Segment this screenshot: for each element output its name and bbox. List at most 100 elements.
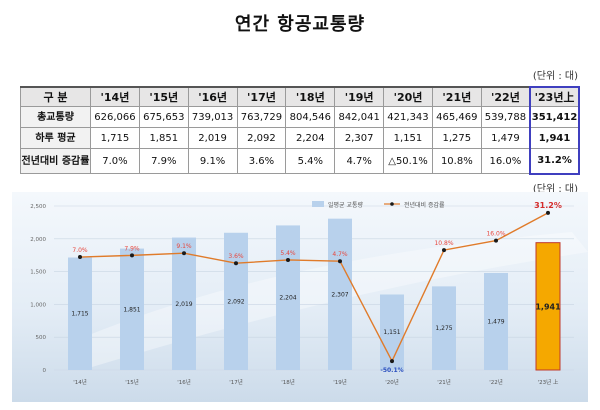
table-cell: 1,151: [383, 127, 433, 149]
table-unit-label: (단위 : 대): [532, 71, 578, 82]
table-cell: 7.0%: [90, 148, 140, 174]
legend-bar-label: 일평균 교통량: [328, 201, 364, 209]
growth-value-label: 3.6%: [228, 253, 244, 260]
table-cell: 31.2%: [529, 148, 580, 175]
growth-value-label: 16.0%: [486, 231, 505, 238]
table-cell: 1,275: [431, 127, 482, 149]
bar-value-label: 1,275: [435, 325, 452, 332]
table-cell: 7.9%: [138, 148, 189, 174]
table-cell: 739,013: [187, 106, 238, 128]
table-cell: 1,941: [529, 127, 580, 149]
bar: [276, 225, 300, 370]
bar-value-label: 2,307: [331, 291, 348, 298]
x-tick-label: '23년 上: [538, 378, 559, 386]
table-header-row: 구 분 '14년 '15년 '16년 '17년 '18년 '19년 '20년 '…: [20, 86, 580, 107]
table-cell: 1,479: [480, 127, 531, 149]
y-tick-label: 2,500: [30, 204, 46, 210]
table-cell: 4.7%: [334, 148, 385, 174]
growth-point: [234, 261, 238, 266]
x-tick-label: '21년: [437, 378, 451, 386]
chart-panel: 2,500 2,000 1,500 1,000 500 0 1,715 '14년 1,851 '…: [12, 192, 588, 402]
table-cell: 1,715: [90, 127, 140, 149]
bar-value-label: 1,941: [535, 302, 561, 311]
bar: [120, 248, 144, 370]
x-tick-label: '22년: [489, 378, 503, 386]
growth-value-label: 5.4%: [280, 250, 296, 257]
growth-value-label: 7.0%: [72, 247, 88, 254]
chart-unit-label: (단위 : 대): [532, 184, 578, 195]
growth-point: [182, 251, 186, 256]
table-header-cell: '21년: [431, 86, 482, 107]
y-tick-label: 500: [36, 335, 47, 341]
growth-point: [390, 359, 394, 364]
x-tick-label: '19년: [333, 378, 347, 386]
table-cell: △50.1%: [383, 148, 433, 174]
bar-value-label: 2,092: [227, 298, 244, 305]
bar: [328, 218, 352, 370]
table-cell: 539,788: [480, 106, 531, 128]
bar-value-label: 1,479: [487, 318, 504, 325]
x-tick-label: '16년: [177, 378, 191, 386]
bar-value-label: 1,715: [71, 311, 88, 318]
y-tick-label: 1,500: [30, 270, 46, 276]
x-tick-label: '17년: [229, 378, 243, 386]
table-row: 총교통량 626,066 675,653 739,013 763,729 804…: [20, 106, 580, 128]
bar: [484, 272, 508, 370]
growth-value-label: 10.8%: [434, 240, 453, 247]
table-row: 전년대비 증감률 7.0% 7.9% 9.1% 3.6% 5.4% 4.7% △…: [20, 148, 580, 175]
table-cell: 351,412: [529, 106, 580, 128]
bar-value-label: 2,204: [279, 295, 296, 302]
table-header-cell: '22년: [480, 86, 531, 107]
table-cell: 842,041: [334, 106, 385, 128]
bar: [380, 294, 404, 370]
growth-line: [79, 212, 549, 363]
growth-point: [130, 253, 134, 258]
bar: [172, 237, 196, 370]
growth-point: [338, 259, 342, 264]
table-cell: 421,343: [383, 106, 433, 128]
growth-value-label: 4.7%: [332, 251, 348, 258]
table-cell: 626,066: [90, 106, 140, 128]
table-row-label: 전년대비 증감률: [20, 148, 91, 174]
table-header-cell: '18년: [285, 86, 336, 107]
growth-point: [546, 210, 550, 215]
bar-value-label: 1,851: [123, 306, 140, 313]
table-cell: 2,019: [187, 127, 238, 149]
table-cell: 675,653: [138, 106, 189, 128]
y-tick-label: 2,000: [30, 237, 46, 243]
table-cell: 2,092: [236, 127, 287, 149]
table-row-label: 총교통량: [20, 106, 91, 128]
table-cell: 9.1%: [187, 148, 238, 174]
bar: [68, 257, 92, 370]
x-tick-label: '18년: [281, 378, 295, 386]
x-tick-label: '14년: [73, 378, 87, 386]
table-row: 하루 평균 1,715 1,851 2,019 2,092 2,204 2,30…: [20, 127, 580, 149]
table-cell: 2,204: [285, 127, 336, 149]
growth-point: [442, 248, 446, 253]
growth-value-label: 31.2%: [534, 201, 562, 210]
combo-chart: 2,500 2,000 1,500 1,000 500 0 1,715 '14년 1,851 '…: [12, 192, 588, 402]
growth-value-label: 7.9%: [124, 245, 140, 252]
y-tick-label: 0: [43, 368, 47, 374]
table-header-cell: '20년: [383, 86, 433, 107]
stats-table: 구 분 '14년 '15년 '16년 '17년 '18년 '19년 '20년 '…: [20, 86, 580, 175]
table-header-cell: 구 분: [20, 86, 91, 107]
table-row-label: 하루 평균: [20, 127, 91, 149]
bar: [432, 286, 456, 370]
legend-line-label: 전년대비 증감률: [404, 201, 445, 209]
table-cell: 16.0%: [480, 148, 531, 174]
bar: [224, 232, 248, 370]
page-title: 연간 항공교통량: [234, 14, 366, 35]
table-header-cell: '23년上: [529, 86, 580, 107]
x-tick-label: '20년: [385, 378, 399, 386]
growth-point: [494, 238, 498, 243]
table-cell: 5.4%: [285, 148, 336, 174]
bar-value-label: 1,151: [383, 329, 400, 336]
bar: [535, 242, 561, 371]
table-header-cell: '16년: [187, 86, 238, 107]
table-cell: 465,469: [431, 106, 482, 128]
y-tick-label: 1,000: [30, 302, 46, 308]
growth-point: [78, 255, 82, 260]
table-header-cell: '14년: [90, 86, 140, 107]
bar-value-label: 2,019: [175, 301, 192, 308]
